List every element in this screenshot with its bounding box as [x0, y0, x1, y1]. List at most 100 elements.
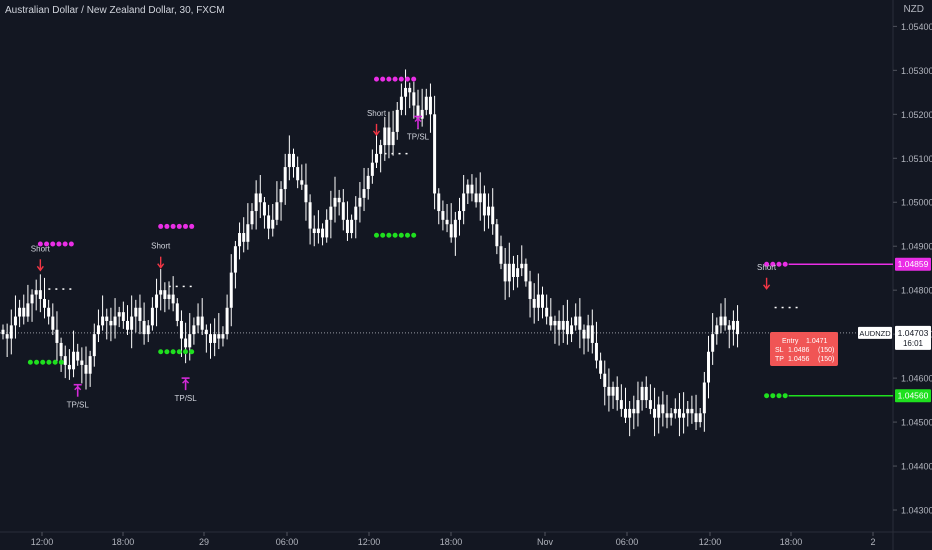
candle	[329, 206, 333, 220]
candle	[304, 184, 308, 203]
price-tick-label: 1.05000	[901, 198, 932, 208]
candle	[354, 206, 358, 220]
candle	[134, 307, 138, 317]
candle	[38, 290, 42, 299]
time-axis-label: 12:00	[699, 537, 722, 547]
candle	[9, 325, 13, 339]
info-tp-label: TP	[775, 356, 784, 363]
candle	[487, 206, 491, 216]
entry-dot	[55, 288, 58, 290]
candle	[661, 404, 665, 414]
candle	[532, 298, 536, 308]
time-axis-label: 06:00	[276, 537, 299, 547]
tp-dot	[770, 261, 776, 267]
candle	[391, 131, 395, 146]
candle	[628, 408, 632, 418]
candle	[179, 320, 183, 339]
tp-dot	[386, 76, 392, 82]
short-label: Short	[757, 263, 777, 272]
candle	[26, 303, 30, 317]
candle	[51, 316, 55, 330]
tp-dot	[782, 261, 788, 267]
candle	[611, 386, 615, 396]
candle	[138, 307, 142, 321]
tpsl-marker-arrow	[182, 379, 190, 384]
current-price-tag: 1.04703	[898, 328, 929, 338]
candle	[229, 272, 233, 308]
candle	[96, 325, 100, 335]
candle	[92, 334, 96, 357]
tp-dot	[764, 261, 770, 267]
candle	[5, 334, 9, 339]
candle	[275, 202, 279, 220]
candle	[582, 329, 586, 339]
candle	[516, 268, 520, 277]
sl-dot	[386, 232, 392, 238]
price-tick-label: 1.04600	[901, 374, 932, 384]
tp-dot	[37, 241, 43, 247]
entry-dot	[405, 152, 408, 155]
candle	[279, 189, 283, 203]
price-tick-label: 1.05400	[901, 22, 932, 32]
sl-dot	[398, 232, 404, 238]
tp-dot	[50, 241, 56, 247]
candle	[101, 316, 105, 326]
tp-dot	[170, 223, 176, 229]
candle	[225, 307, 229, 335]
time-axis-label: 2	[870, 537, 875, 547]
candle	[399, 96, 403, 110]
candle	[321, 228, 325, 238]
candle	[462, 193, 466, 212]
short-arrow-head	[763, 284, 771, 290]
candle	[312, 228, 316, 234]
candle	[47, 307, 51, 317]
candle	[578, 316, 582, 330]
candle	[76, 351, 80, 361]
candle	[458, 211, 461, 220]
info-tp-points: (150)	[818, 356, 834, 363]
candle	[1, 329, 5, 335]
candle	[267, 215, 271, 229]
candle	[416, 105, 420, 119]
tp-dot	[380, 76, 386, 82]
candle	[221, 334, 225, 339]
candle	[67, 364, 71, 370]
candle	[474, 193, 478, 203]
candle	[395, 109, 399, 132]
candle	[507, 263, 511, 282]
candle	[18, 307, 22, 317]
tp-dot	[68, 241, 74, 247]
short-arrow-head	[36, 265, 44, 272]
sl-dot	[164, 349, 170, 355]
candle	[466, 184, 470, 194]
candle	[171, 294, 175, 304]
tpsl-label: TP/SL	[67, 401, 90, 410]
candle	[545, 307, 549, 317]
candle	[470, 184, 474, 194]
tp-dot	[405, 76, 410, 82]
sl-dot	[405, 232, 410, 238]
candle	[59, 342, 63, 357]
candle	[341, 202, 345, 220]
candle	[574, 316, 578, 326]
candle	[13, 316, 17, 326]
entry-dot	[795, 306, 798, 309]
candle	[408, 87, 412, 93]
candle	[694, 413, 698, 423]
candle	[503, 263, 507, 282]
candle	[648, 400, 652, 409]
tp-dot	[176, 223, 182, 229]
candle	[258, 193, 262, 203]
info-box	[770, 332, 838, 366]
candle	[379, 145, 383, 154]
candle	[404, 87, 408, 97]
short-label: Short	[151, 242, 171, 251]
candle	[350, 219, 354, 234]
short-arrow-head	[157, 263, 165, 269]
candle	[22, 307, 26, 317]
candle	[640, 386, 644, 401]
candle	[491, 206, 495, 225]
candle	[682, 413, 686, 418]
